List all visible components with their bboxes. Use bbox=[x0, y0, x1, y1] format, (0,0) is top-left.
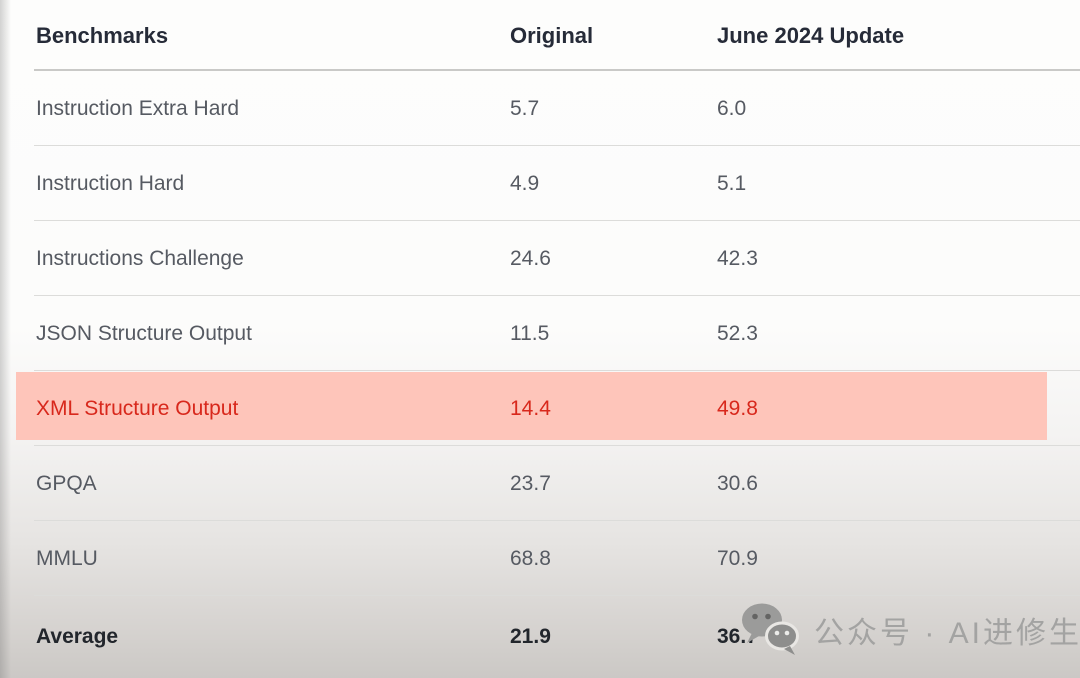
watermark-text: 公众号 · AI进修生 bbox=[814, 617, 1080, 650]
original-value: 23.7 bbox=[510, 471, 551, 495]
original-value: 11.5 bbox=[510, 321, 550, 345]
update-value: 42.3 bbox=[717, 246, 758, 270]
benchmark-name: JSON Structure Output bbox=[36, 321, 252, 345]
table-row: Instruction Extra Hard 5.7 6.0 bbox=[0, 71, 1080, 146]
table-row: GPQA 23.7 30.6 bbox=[0, 446, 1080, 521]
table-row: Instructions Challenge 24.6 42.3 bbox=[0, 221, 1080, 296]
original-value: 21.9 bbox=[510, 625, 551, 648]
table-body: Instruction Extra Hard 5.7 6.0 Instructi… bbox=[0, 71, 1080, 678]
original-value: 24.6 bbox=[510, 246, 551, 270]
benchmark-name: Average bbox=[36, 625, 119, 648]
original-value: 4.9 bbox=[510, 171, 540, 195]
original-value: 5.7 bbox=[510, 96, 540, 120]
benchmark-name: Instruction Hard bbox=[36, 171, 185, 195]
benchmark-name: MMLU bbox=[36, 546, 98, 570]
original-value: 68.8 bbox=[510, 546, 551, 570]
original-value: 14.4 bbox=[510, 396, 551, 420]
column-header-june-2024-update: June 2024 Update bbox=[717, 22, 905, 48]
table-row: MMLU 68.8 70.9 bbox=[0, 521, 1080, 596]
update-value: 52.3 bbox=[717, 321, 758, 345]
update-value: 49.8 bbox=[717, 396, 758, 420]
table-row: JSON Structure Output 11.5 52.3 bbox=[0, 296, 1080, 371]
benchmark-name: Instruction Extra Hard bbox=[36, 96, 240, 120]
table-header-row: Benchmarks Original June 2024 Update bbox=[0, 0, 1080, 71]
column-header-benchmarks: Benchmarks bbox=[36, 22, 169, 48]
update-value: 6.0 bbox=[717, 96, 747, 120]
table-row: XML Structure Output 14.4 49.8 bbox=[0, 371, 1080, 446]
update-value: 70.9 bbox=[717, 546, 758, 570]
benchmark-name: GPQA bbox=[36, 471, 97, 495]
update-value: 5.1 bbox=[717, 171, 747, 195]
benchmark-name: Instructions Challenge bbox=[36, 246, 244, 270]
table-row: Instruction Hard 4.9 5.1 bbox=[0, 146, 1080, 221]
update-value: 30.6 bbox=[717, 471, 758, 495]
column-header-original: Original bbox=[510, 22, 594, 48]
benchmark-name: XML Structure Output bbox=[36, 396, 239, 420]
watermark: 公众号 · AI进修生 bbox=[740, 602, 1080, 658]
wechat-icon bbox=[742, 603, 799, 655]
